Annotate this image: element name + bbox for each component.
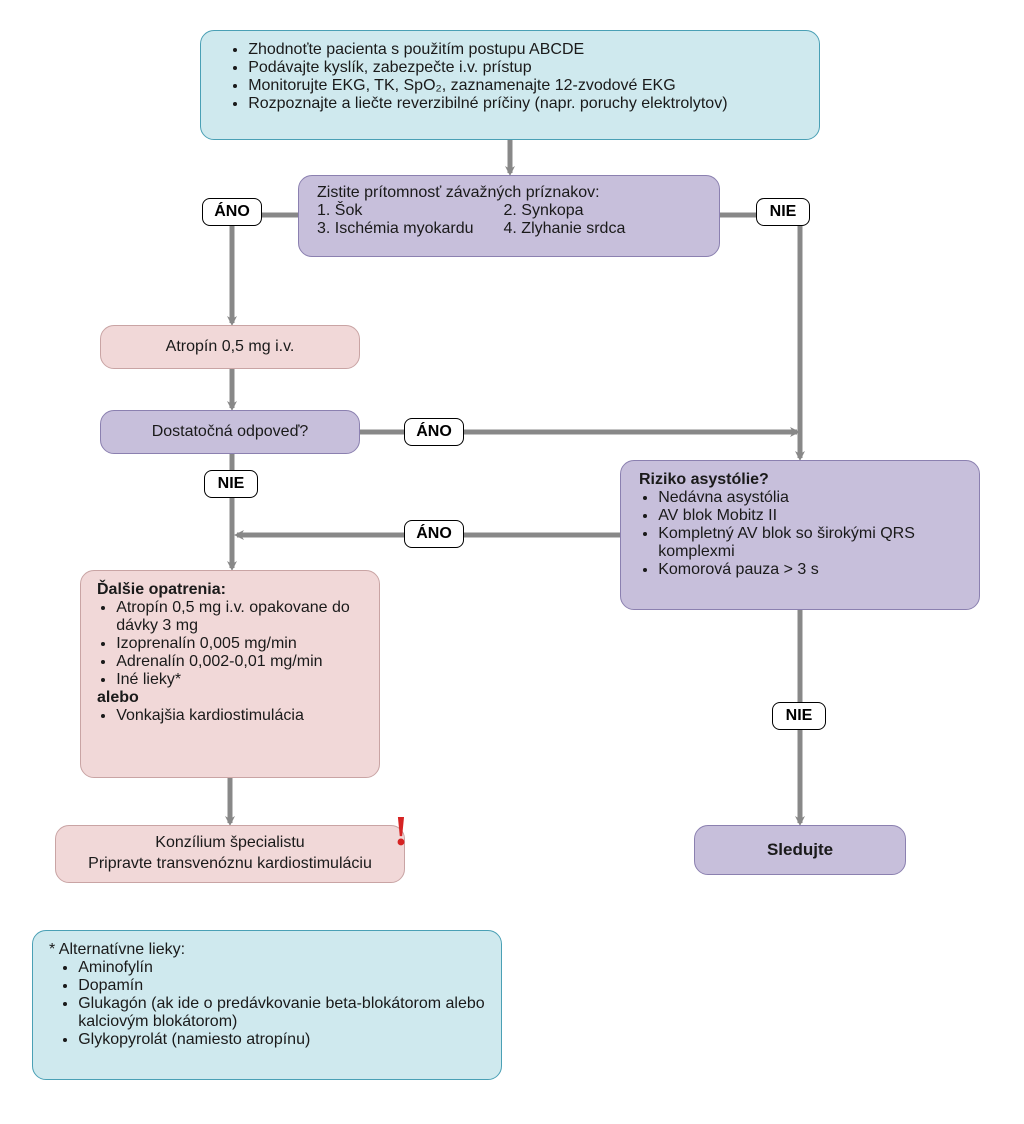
- observe-box: Sledujte: [694, 825, 906, 875]
- label-yes-left: ÁNO: [202, 198, 262, 226]
- measures-title: Ďalšie opatrenia:: [97, 581, 363, 599]
- alt-title: * Alternatívne lieky:: [49, 941, 485, 959]
- atropine-box: Atropín 0,5 mg i.v.: [100, 325, 360, 369]
- label-yes-mid: ÁNO: [404, 418, 464, 446]
- consult-line1: Konzílium špecialistu: [155, 834, 304, 851]
- consult-line2: Pripravte transvenóznu kardiostimuláciu: [88, 855, 372, 872]
- measures-bullet: Atropín 0,5 mg i.v. opakovane do dávky 3…: [116, 599, 363, 635]
- assess-box: Zhodnoťte pacienta s použitím postupu AB…: [200, 30, 820, 140]
- symptoms-item: 3. Ischémia myokardu: [317, 220, 474, 238]
- risk-box: Riziko asystólie?Nedávna asystóliaAV blo…: [620, 460, 980, 610]
- risk-bullet: AV blok Mobitz II: [658, 507, 961, 525]
- label-yes-risk: ÁNO: [404, 520, 464, 548]
- observe-text: Sledujte: [767, 840, 833, 860]
- alt-bullet: Aminofylín: [78, 959, 485, 977]
- symptoms-item: 4. Zlyhanie srdca: [504, 220, 626, 238]
- risk-bullet: Kompletný AV blok so širokými QRS komple…: [658, 525, 961, 561]
- symptoms-title: Zistite prítomnosť závažných príznakov:: [317, 184, 701, 202]
- symptoms-item: 2. Synkopa: [504, 202, 626, 220]
- symptoms-box: Zistite prítomnosť závažných príznakov:1…: [298, 175, 720, 257]
- risk-title: Riziko asystólie?: [639, 471, 961, 489]
- response-text: Dostatočná odpoveď?: [152, 423, 309, 441]
- label-no-right: NIE: [756, 198, 810, 226]
- alternatives-box: * Alternatívne lieky:AminofylínDopamínGl…: [32, 930, 502, 1080]
- assess-bullet: Podávajte kyslík, zabezpečte i.v. prístu…: [248, 59, 801, 77]
- alt-bullet: Glykopyrolát (namiesto atropínu): [78, 1031, 485, 1049]
- atropine-text: Atropín 0,5 mg i.v.: [166, 338, 295, 356]
- risk-bullet: Nedávna asystólia: [658, 489, 961, 507]
- measures-box: Ďalšie opatrenia:Atropín 0,5 mg i.v. opa…: [80, 570, 380, 778]
- measures-bullet: Iné lieky*: [116, 671, 363, 689]
- measures-bullet: Izoprenalín 0,005 mg/min: [116, 635, 363, 653]
- risk-bullet: Komorová pauza > 3 s: [658, 561, 961, 579]
- response-box: Dostatočná odpoveď?: [100, 410, 360, 454]
- label-no-risk: NIE: [772, 702, 826, 730]
- alert-icon: !: [394, 808, 408, 856]
- measures-bullet: Adrenalín 0,002-0,01 mg/min: [116, 653, 363, 671]
- label-no-down: NIE: [204, 470, 258, 498]
- consult-box: Konzílium špecialistu Pripravte transven…: [55, 825, 405, 883]
- assess-bullet: Monitorujte EKG, TK, SpO₂, zaznamenajte …: [248, 77, 801, 95]
- measures-bullet: Vonkajšia kardiostimulácia: [116, 707, 363, 725]
- symptoms-item: 1. Šok: [317, 202, 474, 220]
- assess-bullet: Rozpoznajte a liečte reverzibilné príčin…: [248, 95, 801, 113]
- assess-bullet: Zhodnoťte pacienta s použitím postupu AB…: [248, 41, 801, 59]
- alt-bullet: Dopamín: [78, 977, 485, 995]
- measures-or: alebo: [97, 689, 363, 707]
- alt-bullet: Glukagón (ak ide o predávkovanie beta-bl…: [78, 995, 485, 1031]
